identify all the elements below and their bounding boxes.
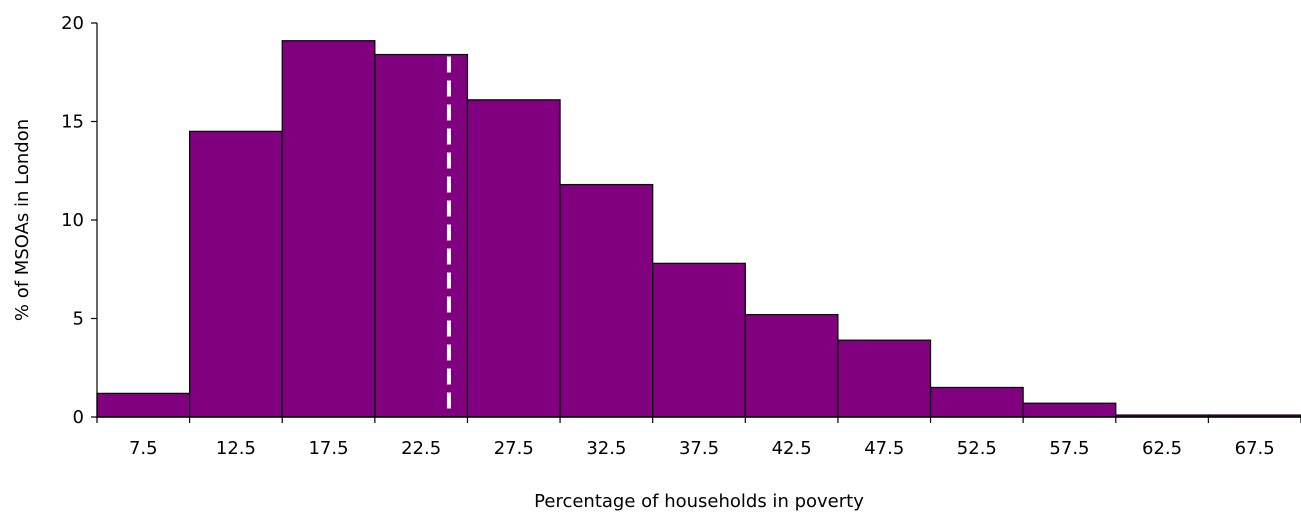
histogram-bar: [466, 99, 561, 418]
histogram-bar: [744, 313, 839, 418]
x-tick-label: 42.5: [772, 438, 812, 459]
x-tick-label: 12.5: [216, 438, 256, 459]
x-tick-label: 27.5: [494, 438, 534, 459]
histogram-bar: [837, 339, 932, 418]
x-tick-label: 47.5: [864, 438, 904, 459]
histogram-bar: [96, 392, 191, 418]
x-tick-label: 37.5: [679, 438, 719, 459]
histogram-bar: [281, 40, 376, 418]
histogram-bar: [929, 386, 1024, 418]
bars-group: [96, 40, 1301, 418]
y-tick-label: 0: [73, 407, 84, 428]
x-tick-label: 52.5: [957, 438, 997, 459]
x-tick-label: 32.5: [586, 438, 626, 459]
y-tick-label: 5: [73, 309, 84, 330]
histogram-bar: [1022, 402, 1117, 418]
x-axis-title: Percentage of households in poverty: [534, 491, 864, 512]
y-tick-label: 10: [61, 210, 84, 231]
histogram-bar: [652, 262, 746, 418]
y-tick-label: 20: [61, 13, 84, 34]
axes-group: 0 5 10 15 20 7.5 12.5 17.5 22.5 27.5 32.5 37.5 42.5 4…: [61, 13, 1301, 459]
y-axis-title: % of MSOAs in London: [12, 119, 33, 321]
x-tick-label: 22.5: [401, 438, 441, 459]
x-tick-label: 67.5: [1235, 438, 1275, 459]
x-tick-label: 7.5: [129, 438, 158, 459]
x-tick-label: 17.5: [308, 438, 348, 459]
x-tick-label: 57.5: [1049, 438, 1089, 459]
histogram-bar: [189, 130, 283, 418]
histogram-bar: [559, 183, 654, 418]
histogram-bar: [374, 53, 469, 418]
x-tick-label: 62.5: [1142, 438, 1182, 459]
y-tick-label: 15: [61, 112, 84, 133]
